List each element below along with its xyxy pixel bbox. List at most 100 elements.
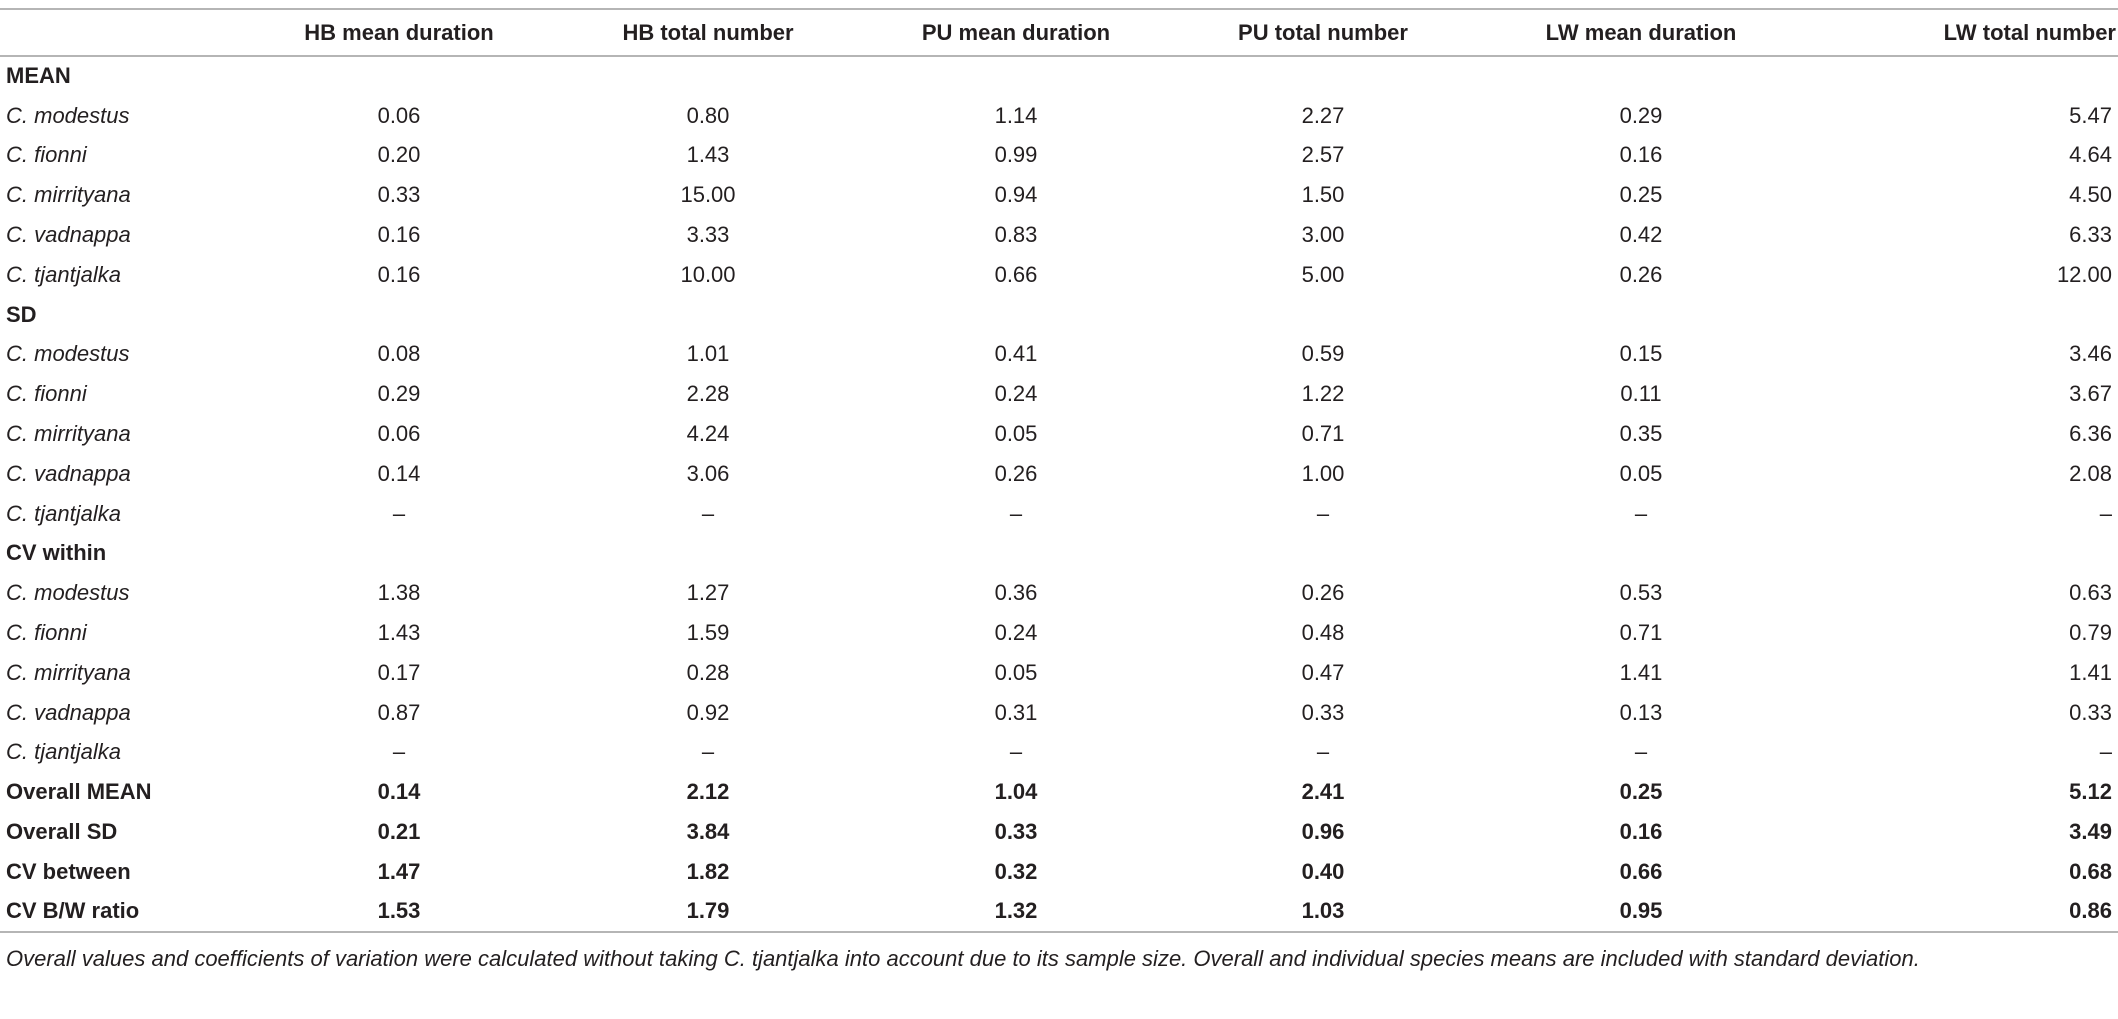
table-row: C. modestus 0.08 1.01 0.41 0.59 0.15 3.46 [0, 335, 2118, 375]
table-row: C. fionni 0.20 1.43 0.99 2.57 0.16 4.64 [0, 136, 2118, 176]
header-cell-lw-mean-duration: LW mean duration [1476, 8, 1806, 57]
row-label: CV between [6, 858, 131, 884]
table-cell: 4.24 [686, 421, 730, 447]
table-cell: 0.32 [994, 858, 1038, 884]
header-cell-lw-total-number: LW total number [1806, 8, 2118, 57]
table-cell: 0.66 [994, 261, 1038, 287]
table-cell [1170, 56, 1476, 96]
table-cell: 1.43 [377, 620, 421, 646]
table-cell [1806, 534, 2118, 574]
table-row: C. fionni 0.29 2.28 0.24 1.22 0.11 3.67 [0, 374, 2118, 414]
table-row: C. mirrityana 0.33 15.00 0.94 1.50 0.25 4.50 [0, 175, 2118, 215]
table-cell: 10.00 [680, 261, 736, 287]
table-cell [1476, 534, 1806, 574]
row-label: C. modestus [6, 341, 130, 367]
table-body: MEAN C. modestus 0.06 0.80 1.14 2.27 0.29 5.47 C… [0, 56, 2118, 933]
table-cell: 0.14 [377, 779, 421, 805]
table-cell: 0.96 [1301, 819, 1345, 845]
header-row: HB mean duration HB total number PU mean… [0, 8, 2118, 57]
table-cell [862, 534, 1170, 574]
table-cell: – [1009, 500, 1023, 526]
row-label: C. vadnappa [6, 460, 131, 486]
table-cell [554, 295, 862, 335]
table-cell: 0.71 [1619, 620, 1663, 646]
table-cell: 4.64 [2069, 142, 2112, 168]
section-row: SD [0, 295, 2118, 335]
table-cell: 1.43 [686, 142, 730, 168]
table-cell: 0.28 [686, 659, 730, 685]
table-cell: 1.04 [994, 779, 1038, 805]
table-cell: 0.99 [994, 142, 1038, 168]
table-cell: 0.86 [1806, 891, 2118, 933]
table-row: C. vadnappa 0.14 3.06 0.26 1.00 0.05 2.08 [0, 454, 2118, 494]
table-cell: 3.49 [2069, 819, 2112, 845]
table-cell [862, 56, 1170, 96]
table-cell: 1.79 [554, 891, 862, 933]
table-cell: 1.14 [994, 102, 1038, 128]
table-cell: 0.29 [377, 381, 421, 407]
table-cell: – [1316, 500, 1330, 526]
table-cell [862, 295, 1170, 335]
table-cell: 3.46 [2069, 341, 2112, 367]
table-cell: – [1316, 739, 1330, 765]
table-cell: 0.41 [994, 341, 1038, 367]
table-cell: 3.67 [2069, 381, 2112, 407]
table-row: C. mirrityana 0.17 0.28 0.05 0.47 1.41 1.41 [0, 653, 2118, 693]
table-cell: 2.57 [1301, 142, 1345, 168]
table-cell: 0.79 [2069, 620, 2112, 646]
table-cell: 0.83 [994, 222, 1038, 248]
table-cell: 0.48 [1301, 620, 1345, 646]
table-cell: 0.71 [1301, 421, 1345, 447]
table-cell: 0.94 [994, 182, 1038, 208]
header-cell-hb-mean-duration: HB mean duration [244, 8, 554, 57]
table-cell: 1.00 [1301, 460, 1345, 486]
table-cell: – [1009, 739, 1023, 765]
table-row: C. modestus 1.38 1.27 0.36 0.26 0.53 0.63 [0, 573, 2118, 613]
table-cell: 0.14 [377, 460, 421, 486]
table-cell: 0.16 [377, 261, 421, 287]
table-cell: 0.87 [377, 699, 421, 725]
table-cell: 0.25 [1619, 779, 1663, 805]
table-cell: 0.25 [1619, 182, 1663, 208]
section-row: MEAN [0, 56, 2118, 96]
table-cell: 0.35 [1619, 421, 1663, 447]
table-cell: 3.33 [686, 222, 730, 248]
table-cell: 0.47 [1301, 659, 1345, 685]
table-cell: 4.50 [2069, 182, 2112, 208]
table-cell: 0.31 [994, 699, 1038, 725]
table-cell: 1.27 [686, 580, 730, 606]
table-cell: 5.00 [1301, 261, 1345, 287]
table-cell: 0.26 [1301, 580, 1345, 606]
table-cell: 0.95 [1476, 891, 1806, 933]
table-cell: 0.53 [1619, 580, 1663, 606]
table-cell: – [392, 500, 406, 526]
table-cell [1476, 56, 1806, 96]
row-label: C. mirrityana [6, 421, 131, 447]
table-cell: 1.82 [686, 858, 730, 884]
table-cell: – [2099, 500, 2112, 526]
data-table: HB mean duration HB total number PU mean… [0, 8, 2118, 933]
table-row: C. vadnappa 0.16 3.33 0.83 3.00 0.42 6.33 [0, 215, 2118, 255]
table-cell: 15.00 [680, 182, 736, 208]
row-label: C. mirrityana [6, 659, 131, 685]
table-cell: 0.80 [686, 102, 730, 128]
table-cell: 1.47 [377, 858, 421, 884]
summary-row: CV B/W ratio 1.53 1.79 1.32 1.03 0.95 0.86 [0, 891, 2118, 933]
table-cell: 0.15 [1619, 341, 1663, 367]
table-cell: 2.41 [1301, 779, 1345, 805]
summary-row: CV between 1.47 1.82 0.32 0.40 0.66 0.68 [0, 852, 2118, 892]
table-cell: 0.63 [2069, 580, 2112, 606]
table-cell [1806, 56, 2118, 96]
section-row: CV within [0, 534, 2118, 574]
table-cell: 0.66 [1619, 858, 1663, 884]
table-cell: 0.06 [377, 102, 421, 128]
table-footnote: Overall values and coefficients of varia… [6, 946, 1920, 971]
table-cell: 0.20 [377, 142, 421, 168]
table-cell [554, 534, 862, 574]
table-cell: 2.12 [686, 779, 730, 805]
table-cell [244, 534, 554, 574]
table-cell: 0.16 [1619, 819, 1663, 845]
table-cell: 3.06 [686, 460, 730, 486]
table-cell: 6.36 [2069, 421, 2112, 447]
